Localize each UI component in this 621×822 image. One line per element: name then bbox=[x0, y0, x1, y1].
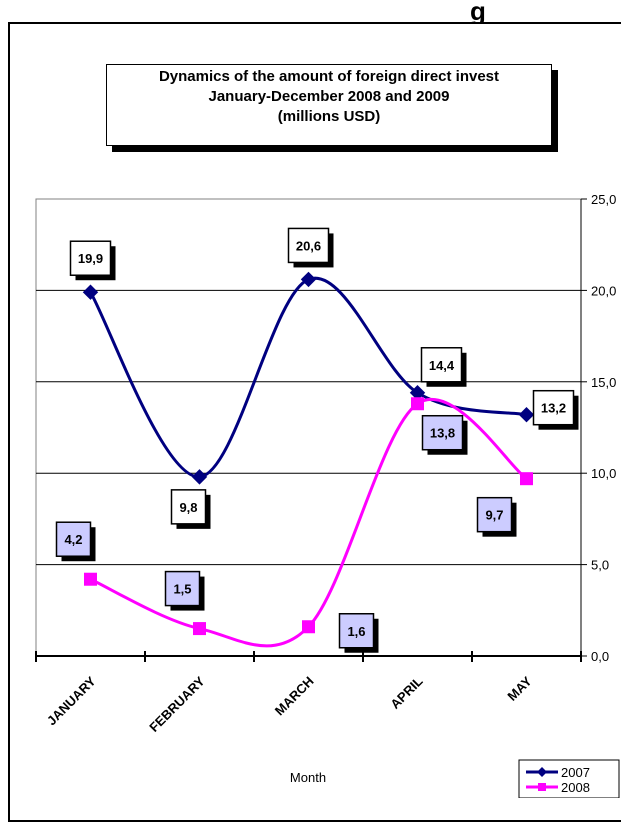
data-point-2008 bbox=[520, 472, 533, 486]
data-label-2007: 13,2 bbox=[532, 389, 579, 430]
data-label: 9,7 bbox=[485, 508, 503, 523]
chart-title: Dynamics of the amount of foreign direct… bbox=[106, 64, 552, 146]
y-tick-label: 20,0 bbox=[591, 283, 616, 298]
data-label-2008: 4,2 bbox=[55, 521, 96, 562]
data-label-box bbox=[338, 613, 375, 649]
x-tick-label: JANUARY bbox=[44, 673, 99, 728]
data-label-2008: 1,6 bbox=[338, 613, 379, 653]
data-point-2007 bbox=[518, 406, 535, 423]
y-tick-label: 0,0 bbox=[591, 649, 609, 664]
data-label-2007: 19,9 bbox=[69, 240, 116, 281]
legend-marker bbox=[537, 767, 547, 777]
data-label-2008: 1,5 bbox=[164, 570, 205, 611]
legend-item-2008: 2008 bbox=[526, 780, 590, 795]
data-label-2008: 9,7 bbox=[476, 496, 517, 537]
chart-title-line-1: Dynamics of the amount of foreign direct… bbox=[158, 68, 500, 85]
line-chart: 0,0 5,0 10,0 15,0 20,0 25,0 JANUARY FEBRUARY MAR… bbox=[35, 192, 620, 798]
x-tick-label: MAY bbox=[504, 673, 534, 703]
x-tick-label: APRIL bbox=[387, 673, 425, 711]
x-tick-label: MARCH bbox=[272, 674, 317, 719]
data-label-box bbox=[476, 496, 513, 533]
data-label: 4,2 bbox=[64, 532, 82, 547]
data-point-2008 bbox=[411, 397, 424, 411]
x-axis-title: Month bbox=[290, 770, 326, 785]
data-label-box bbox=[287, 227, 330, 264]
x-tick-label: FEBRUARY bbox=[146, 673, 208, 735]
data-label-2007: 9,8 bbox=[170, 489, 211, 529]
legend-marker bbox=[538, 783, 546, 791]
data-label-box bbox=[164, 570, 201, 607]
legend-item-2007: 2007 bbox=[526, 765, 590, 780]
data-label: 13,8 bbox=[430, 426, 455, 441]
data-point-2008 bbox=[193, 622, 206, 636]
data-point-2008 bbox=[84, 572, 97, 586]
plot-area bbox=[35, 198, 582, 657]
data-label: 9,8 bbox=[179, 500, 197, 515]
data-label-2008: 13,8 bbox=[421, 414, 468, 455]
data-label: 14,4 bbox=[429, 358, 455, 373]
y-tick-label: 5,0 bbox=[591, 558, 609, 573]
page-heading-fragment: g bbox=[470, 0, 486, 26]
data-label: 1,6 bbox=[347, 624, 365, 639]
legend-label: 2008 bbox=[561, 780, 590, 795]
data-label-box bbox=[532, 389, 575, 426]
data-point-2007 bbox=[191, 469, 208, 485]
data-label-2007: 14,4 bbox=[420, 347, 467, 387]
series-line-2008 bbox=[89, 398, 528, 648]
legend-box bbox=[518, 759, 620, 798]
data-label: 1,5 bbox=[173, 582, 191, 597]
data-point-2007 bbox=[300, 271, 317, 288]
chart-title-line-3: (millions USD) bbox=[277, 108, 381, 125]
data-label-box bbox=[421, 414, 464, 451]
data-label-box bbox=[420, 347, 463, 383]
data-label-2007: 20,6 bbox=[287, 227, 334, 268]
data-label: 20,6 bbox=[296, 238, 321, 253]
chart-title-line-2: January-December 2008 and 2009 bbox=[208, 88, 450, 105]
data-point-2007 bbox=[82, 284, 99, 300]
y-tick-label: 15,0 bbox=[591, 375, 616, 390]
data-label-box bbox=[69, 240, 112, 276]
data-label-box bbox=[170, 489, 207, 525]
y-tick-label: 25,0 bbox=[591, 192, 616, 207]
legend-label: 2007 bbox=[561, 765, 590, 780]
data-label: 19,9 bbox=[78, 251, 103, 266]
data-label: 13,2 bbox=[541, 401, 566, 416]
data-point-2008 bbox=[302, 620, 315, 634]
y-tick-label: 10,0 bbox=[591, 466, 616, 481]
data-label-box bbox=[55, 521, 92, 557]
